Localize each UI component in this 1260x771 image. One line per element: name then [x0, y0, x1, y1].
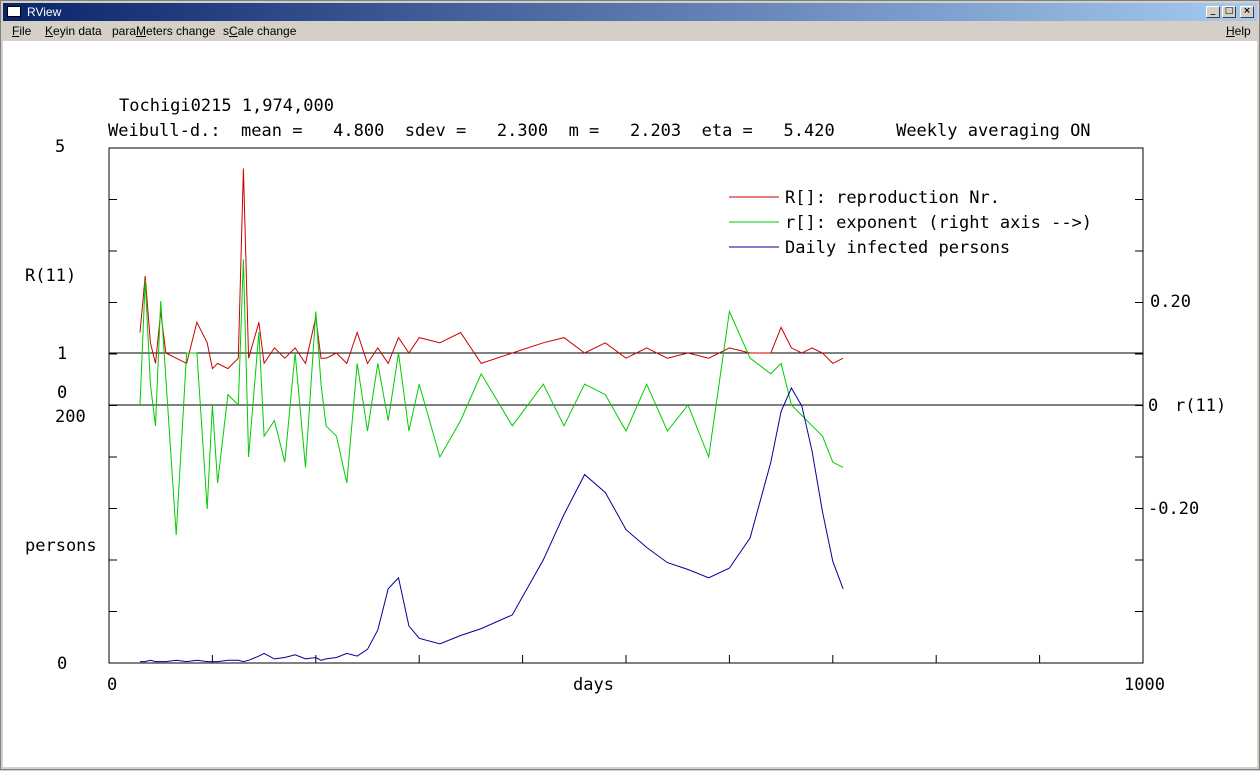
chart-svg: Tochigi0215 1,974,000 Weibull-d.: mean =… [25, 96, 1226, 695]
right-axis-label: r(11) [1175, 396, 1226, 416]
right-axis-neg-label: -0.20 [1148, 499, 1199, 519]
legend-label-r: r[]: exponent (right axis -->) [785, 213, 1092, 233]
persons-axis-label: persons [25, 536, 97, 556]
parameters-line: Weibull-d.: mean = 4.800 sdev = 2.300 m … [108, 121, 1091, 141]
maximize-icon: □ [1224, 6, 1234, 16]
close-icon: × [1243, 6, 1251, 16]
legend: R[]: reproduction Nr. r[]: exponent (rig… [729, 188, 1092, 258]
right-axis-zero-label: 0 [1148, 396, 1158, 416]
menu-scale-change[interactable]: sCale change [223, 24, 297, 38]
x-axis-max-label: 1000 [1124, 675, 1165, 695]
minimize-button[interactable]: _ [1206, 6, 1220, 18]
dataset-title: Tochigi0215 1,974,000 [119, 96, 334, 116]
maximize-button[interactable]: □ [1222, 6, 1236, 18]
series-r-line [139, 259, 844, 536]
menu-help[interactable]: Help [1226, 24, 1251, 38]
legend-label-daily: Daily infected persons [785, 238, 1010, 258]
x-axis-label: days [573, 675, 614, 695]
right-axis-pos-label: 0.20 [1150, 292, 1191, 312]
menu-parameters-change[interactable]: paraMeters change [112, 24, 216, 38]
legend-label-R: R[]: reproduction Nr. [785, 188, 1000, 208]
left-axis-max-label: 5 [55, 137, 65, 157]
menu-keyin-data[interactable]: Keyin data [45, 24, 102, 38]
left-axis-one-label: 1 [57, 344, 67, 364]
x-axis-min-label: 0 [107, 675, 117, 695]
persons-axis-zero-label: 0 [57, 654, 67, 674]
chart-canvas: Tochigi0215 1,974,000 Weibull-d.: mean =… [3, 41, 1257, 767]
title-bar[interactable]: RView _ □ × [3, 3, 1257, 21]
persons-axis-max-label: 200 [55, 407, 86, 427]
left-axis-r-label: R(11) [25, 266, 76, 286]
series-R-line [139, 168, 844, 370]
window-title: RView [27, 5, 62, 19]
series-daily-line [140, 386, 844, 663]
menu-bar: File Keyin data paraMeters change sCale … [3, 22, 1257, 40]
close-button[interactable]: × [1240, 6, 1254, 18]
left-axis-zero-label: 0 [57, 383, 67, 403]
menu-file[interactable]: File [12, 24, 32, 38]
minimize-icon: _ [1210, 6, 1216, 16]
app-icon [7, 6, 21, 17]
